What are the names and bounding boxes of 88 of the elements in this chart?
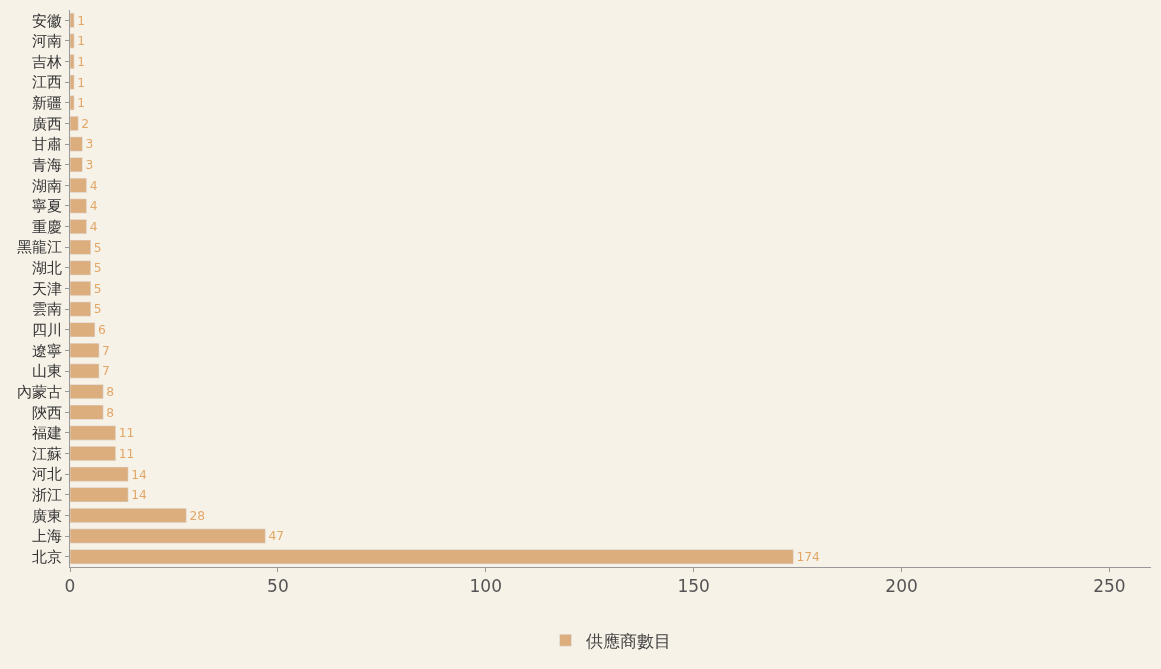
y-tick-label: 遼寧 <box>32 341 62 360</box>
y-tick-label: 寧夏 <box>32 197 62 216</box>
data-label: 5 <box>93 240 102 255</box>
data-label: 5 <box>93 261 102 276</box>
bar <box>70 115 79 131</box>
y-tick-label: 河南 <box>32 32 62 51</box>
data-label: 8 <box>106 405 115 420</box>
bar <box>70 157 83 173</box>
bar <box>70 322 96 338</box>
bar <box>70 342 100 358</box>
x-tick-label: 250 <box>1093 576 1126 597</box>
bar <box>70 260 92 276</box>
data-label: 14 <box>131 488 148 503</box>
y-tick-label: 湖南 <box>32 176 62 195</box>
y-tick-label: 甘肅 <box>32 135 62 154</box>
x-tick-label: 200 <box>885 576 918 597</box>
bar <box>70 425 116 441</box>
data-label: 14 <box>131 467 148 482</box>
data-label: 3 <box>85 158 94 173</box>
bar <box>70 446 116 462</box>
y-tick-label: 湖北 <box>32 259 62 278</box>
bar <box>70 487 129 503</box>
y-tick-label: 江西 <box>32 73 62 92</box>
y-tick-label: 陝西 <box>32 403 62 422</box>
data-label: 2 <box>81 116 90 131</box>
bar <box>70 219 87 235</box>
data-label: 3 <box>85 137 94 152</box>
data-label: 28 <box>189 508 206 523</box>
bar <box>70 281 92 296</box>
bar <box>70 549 794 565</box>
y-tick-label: 內蒙古 <box>17 382 62 401</box>
data-label: 1 <box>77 75 85 90</box>
y-tick-label: 福建 <box>32 424 62 443</box>
y-tick-label: 山東 <box>32 362 62 381</box>
data-label: 8 <box>106 384 115 399</box>
data-label: 7 <box>102 343 110 358</box>
x-tick-label: 0 <box>64 576 76 597</box>
y-tick-label: 黑龍江 <box>17 238 62 257</box>
bar <box>70 301 92 317</box>
bar <box>70 74 75 90</box>
y-tick-label: 新疆 <box>32 94 62 113</box>
data-label: 1 <box>77 34 85 49</box>
bar <box>70 33 75 49</box>
y-tick-label: 天津 <box>32 279 62 298</box>
bar <box>70 198 87 214</box>
y-tick-label: 浙江 <box>32 486 62 505</box>
legend-label: 供應商數目 <box>585 630 671 651</box>
y-tick-label: 廣西 <box>32 114 62 133</box>
data-label: 5 <box>93 302 102 317</box>
bar <box>70 384 104 400</box>
data-label: 1 <box>77 54 85 69</box>
y-tick-label: 上海 <box>32 527 62 546</box>
x-tick-label: 150 <box>677 576 710 597</box>
data-label: 11 <box>118 446 135 461</box>
data-label: 5 <box>93 281 102 296</box>
y-tick-label: 安徽 <box>32 11 62 30</box>
data-label: 1 <box>77 96 85 111</box>
y-tick-label: 江蘇 <box>32 444 62 463</box>
bar <box>70 177 87 193</box>
bar <box>70 404 104 420</box>
data-label: 4 <box>89 178 98 193</box>
data-label: 1 <box>77 13 85 28</box>
bar <box>70 528 266 544</box>
data-label: 4 <box>89 199 98 214</box>
bar <box>70 136 83 152</box>
y-tick-label: 北京 <box>32 547 62 566</box>
y-tick-label: 河北 <box>32 465 62 484</box>
bar <box>70 95 75 111</box>
y-tick-label: 廣東 <box>32 506 62 525</box>
y-tick-label: 青海 <box>32 155 62 174</box>
x-tick-label: 100 <box>469 576 502 597</box>
y-tick-label: 雲南 <box>32 300 62 319</box>
bar <box>70 12 75 28</box>
data-label: 47 <box>268 529 285 544</box>
bar <box>70 466 129 482</box>
y-tick-label: 四川 <box>32 321 62 340</box>
data-label: 174 <box>796 550 821 565</box>
bar <box>70 507 187 523</box>
bar <box>70 54 75 70</box>
bar <box>70 239 92 255</box>
x-tick-label: 50 <box>267 576 289 597</box>
bar <box>70 363 100 379</box>
y-tick-label: 重慶 <box>32 217 62 236</box>
data-label: 11 <box>118 426 135 441</box>
data-label: 4 <box>89 219 98 234</box>
data-label: 7 <box>102 364 110 379</box>
data-label: 6 <box>97 323 106 338</box>
y-tick-label: 吉林 <box>32 52 62 71</box>
